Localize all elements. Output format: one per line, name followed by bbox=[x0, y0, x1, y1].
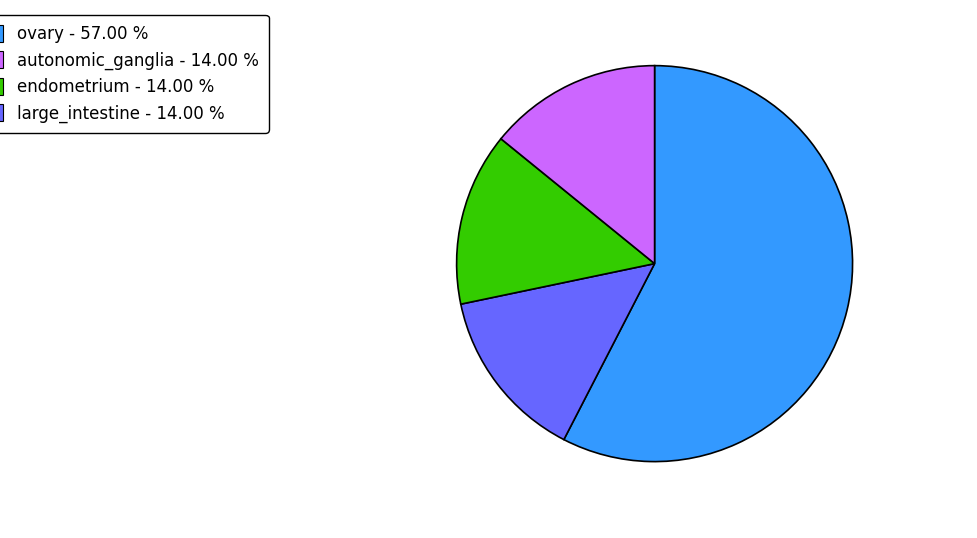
Wedge shape bbox=[456, 139, 655, 304]
Wedge shape bbox=[501, 66, 655, 264]
Wedge shape bbox=[461, 264, 655, 440]
Wedge shape bbox=[564, 66, 853, 462]
Legend: ovary - 57.00 %, autonomic_ganglia - 14.00 %, endometrium - 14.00 %, large_intes: ovary - 57.00 %, autonomic_ganglia - 14.… bbox=[0, 15, 269, 133]
